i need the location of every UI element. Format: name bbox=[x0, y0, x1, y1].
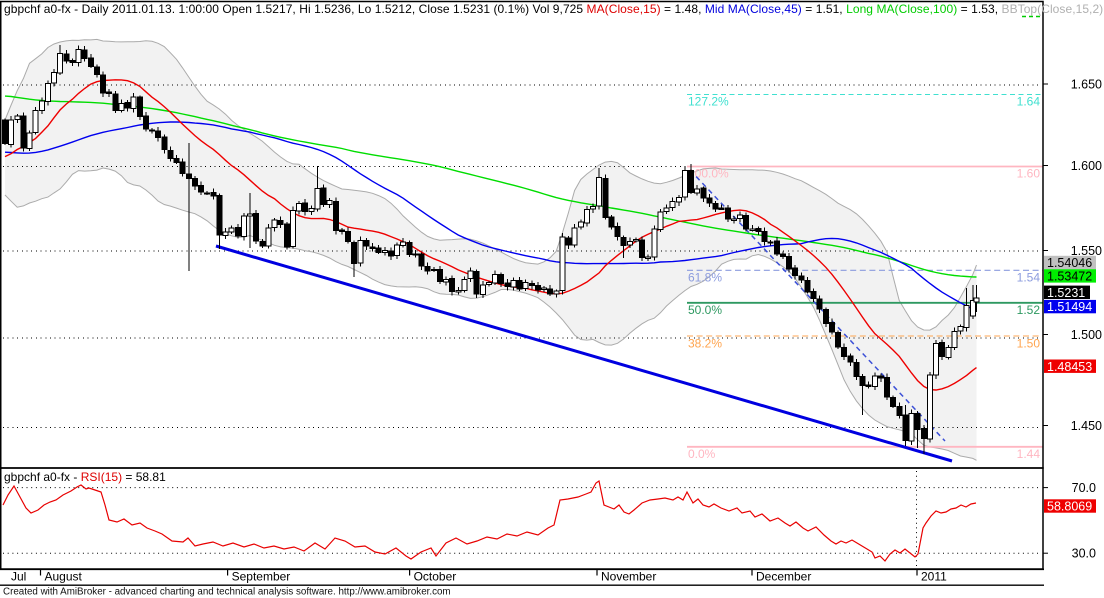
svg-text:1.44: 1.44 bbox=[1017, 447, 1041, 461]
svg-text:1.48453: 1.48453 bbox=[1047, 360, 1092, 374]
svg-text:1.500: 1.500 bbox=[1071, 328, 1102, 342]
svg-text:Jul: Jul bbox=[11, 570, 26, 584]
svg-text:1.53472: 1.53472 bbox=[1047, 270, 1092, 284]
svg-text:1.650: 1.650 bbox=[1071, 78, 1102, 92]
svg-text:gbpchf a0-fx - Daily 2011.01.1: gbpchf a0-fx - Daily 2011.01.13. 1:00:00… bbox=[4, 2, 1103, 16]
svg-text:1.600: 1.600 bbox=[1071, 159, 1102, 173]
svg-text:127.2%: 127.2% bbox=[688, 95, 729, 109]
svg-text:1.550: 1.550 bbox=[1071, 244, 1102, 258]
svg-text:November: November bbox=[601, 570, 656, 584]
svg-text:August: August bbox=[45, 570, 83, 584]
svg-text:100.0%: 100.0% bbox=[688, 167, 729, 181]
svg-text:2011: 2011 bbox=[921, 570, 947, 584]
svg-text:38.2%: 38.2% bbox=[688, 337, 722, 351]
svg-text:30.0: 30.0 bbox=[1072, 547, 1096, 561]
svg-text:50.0%: 50.0% bbox=[688, 303, 722, 317]
svg-text:1.54: 1.54 bbox=[1017, 271, 1041, 285]
svg-text:1.52: 1.52 bbox=[1017, 303, 1041, 317]
svg-text:October: October bbox=[414, 570, 457, 584]
svg-text:1.60: 1.60 bbox=[1017, 167, 1041, 181]
svg-text:1.450: 1.450 bbox=[1071, 419, 1102, 433]
svg-text:1.51494: 1.51494 bbox=[1047, 300, 1092, 314]
svg-text:1.64: 1.64 bbox=[1017, 95, 1041, 109]
svg-text:1.5231: 1.5231 bbox=[1047, 286, 1085, 300]
svg-text:1.50: 1.50 bbox=[1017, 337, 1041, 351]
svg-text:61.8%: 61.8% bbox=[688, 271, 722, 285]
svg-text:70.0: 70.0 bbox=[1072, 481, 1096, 495]
svg-text:58.8069: 58.8069 bbox=[1047, 500, 1092, 514]
svg-text:September: September bbox=[232, 570, 291, 584]
svg-text:1.54046: 1.54046 bbox=[1047, 256, 1092, 270]
svg-text:0.0%: 0.0% bbox=[688, 447, 716, 461]
svg-text:Created with AmiBroker - advan: Created with AmiBroker - advanced charti… bbox=[3, 587, 451, 598]
svg-text:December: December bbox=[756, 570, 811, 584]
svg-text:gbpchf a0-fx - RSI(15) = 58.81: gbpchf a0-fx - RSI(15) = 58.81 bbox=[4, 470, 166, 484]
